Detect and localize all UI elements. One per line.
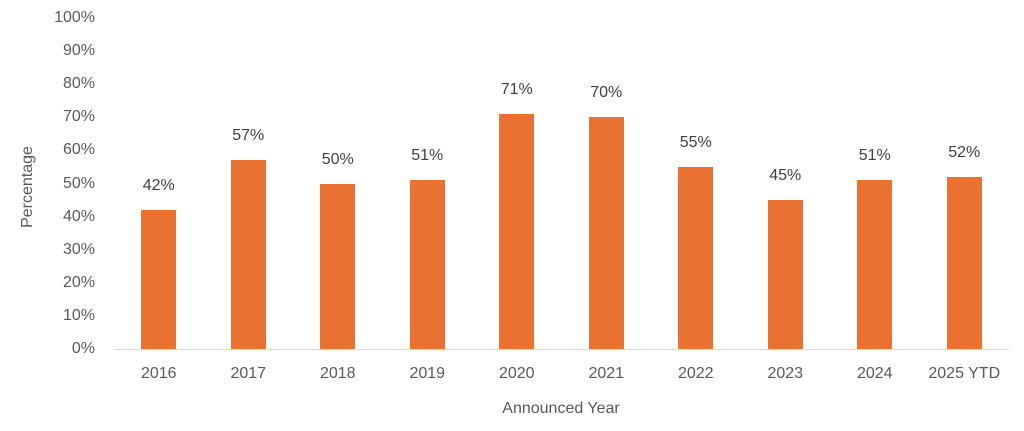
bar: [409, 180, 445, 349]
data-label: 55%: [679, 133, 712, 151]
data-label: 51%: [411, 147, 444, 165]
data-label: 70%: [590, 84, 623, 102]
bar: [588, 117, 624, 349]
y-tick-label: 40%: [62, 207, 95, 225]
x-tick-label: 2024: [856, 365, 893, 382]
data-label: 45%: [769, 167, 802, 185]
x-tick-label: 2025 YTD: [928, 365, 1001, 382]
data-label: 42%: [142, 176, 175, 194]
x-tick-label: 2022: [677, 365, 714, 382]
x-tick-label: 2021: [588, 365, 625, 382]
data-label: 52%: [948, 143, 981, 161]
x-tick-label: 2016: [140, 365, 177, 382]
bar: [141, 209, 177, 349]
x-tick-label: 2018: [319, 365, 356, 382]
y-tick-label: 60%: [62, 141, 95, 159]
x-tick-label: 2023: [767, 365, 804, 382]
bar: [320, 183, 356, 349]
y-tick-label: 20%: [62, 273, 95, 291]
bar: [678, 166, 714, 349]
y-tick-label: 30%: [62, 240, 95, 258]
y-tick-label: 90%: [62, 42, 95, 60]
y-tick-label: 50%: [62, 174, 95, 192]
x-tick-label: 2019: [409, 365, 446, 382]
data-label: 51%: [858, 147, 891, 165]
y-tick-label: 0%: [71, 340, 95, 357]
bar: [767, 200, 803, 349]
x-axis-line: [114, 349, 1009, 350]
y-tick-label: 80%: [62, 75, 95, 93]
y-tick-label: 10%: [62, 306, 95, 324]
y-tick-label: 100%: [54, 9, 95, 26]
bar: [230, 160, 266, 349]
bar: [946, 176, 982, 349]
bar: [499, 113, 535, 349]
bar: [857, 180, 893, 349]
y-tick-label: 70%: [62, 108, 95, 126]
data-label: 57%: [232, 127, 265, 145]
x-tick-label: 2020: [498, 365, 535, 382]
data-label: 50%: [321, 150, 354, 168]
data-label: 71%: [500, 80, 533, 98]
x-axis-title: Announced Year: [502, 400, 620, 417]
x-tick-label: 2017: [230, 365, 267, 382]
